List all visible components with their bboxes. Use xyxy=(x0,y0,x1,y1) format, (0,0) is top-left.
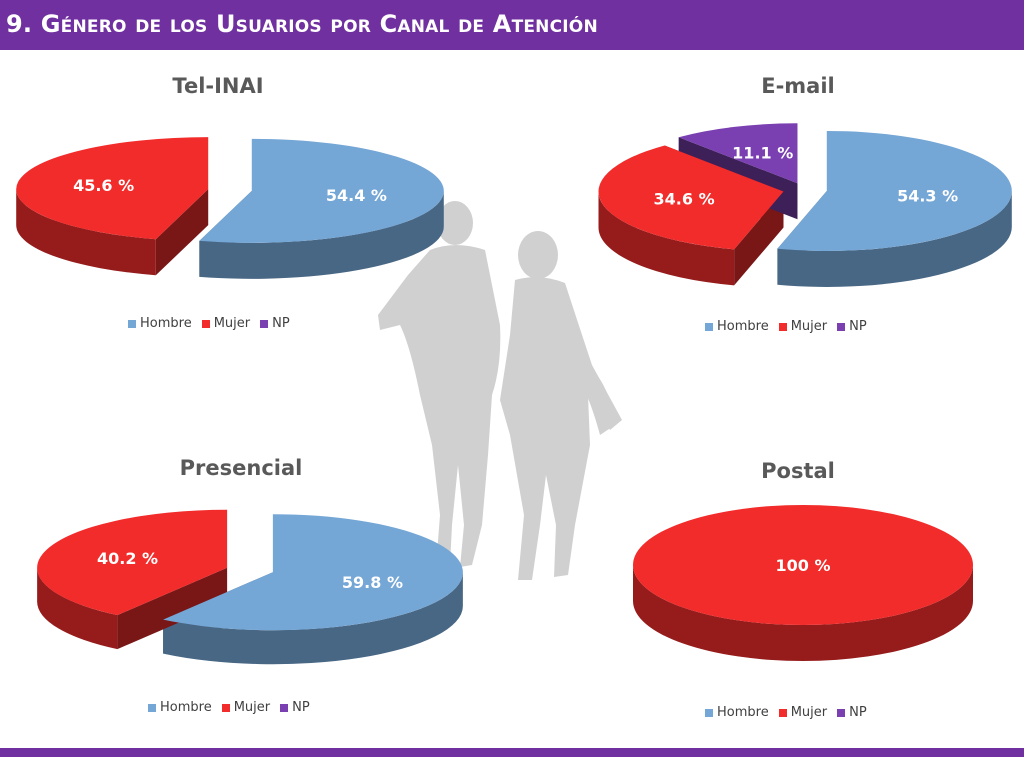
legend-label-mujer: Mujer xyxy=(790,319,828,334)
legend-item-hombre: Hombre xyxy=(148,700,212,715)
legend-label-mujer: Mujer xyxy=(233,700,271,715)
legend-item-np: NP xyxy=(280,700,310,715)
legend-label-mujer: Mujer xyxy=(790,705,828,720)
slice-wall xyxy=(163,572,463,665)
pie-chart-e-mail: 54.3 % 34.6 % 11.1 % xyxy=(598,123,1012,287)
legend-label-hombre: Hombre xyxy=(717,705,769,720)
footer-bar xyxy=(0,748,1024,757)
page-title: 9. Género de los Usuarios por Canal de A… xyxy=(6,10,598,38)
slice-hombre xyxy=(163,514,463,631)
slice-wall xyxy=(37,567,118,650)
data-label-np: 11.1 % xyxy=(732,143,793,162)
slice-mujer xyxy=(16,137,209,240)
pie-chart-presencial: 59.8 % 40.2 % xyxy=(37,509,463,665)
slice-side-mujer xyxy=(16,189,209,276)
pie-chart-postal: 100 % xyxy=(633,505,973,661)
legend-label-hombre: Hombre xyxy=(140,316,192,331)
legend-item-mujer: Mujer xyxy=(201,316,251,331)
legend-label-np: NP xyxy=(849,319,867,334)
slice-mujer xyxy=(633,505,973,625)
chart-title-tel-inai: Tel-INAI xyxy=(172,74,264,98)
legend-label-hombre: Hombre xyxy=(717,319,769,334)
legend-label-np: NP xyxy=(849,705,867,720)
slice-mujer xyxy=(598,145,784,250)
legend-label-hombre: Hombre xyxy=(160,700,212,715)
legend-item-np: NP xyxy=(260,316,290,331)
chart-title-presencial: Presencial xyxy=(179,456,303,480)
legend-item-hombre: Hombre xyxy=(705,705,769,720)
chart-title-postal: Postal xyxy=(761,459,835,483)
legend-postal: Hombre Mujer NP xyxy=(705,705,867,720)
legend-item-mujer: Mujer xyxy=(778,705,828,720)
slice-cut-face xyxy=(734,191,784,286)
slice-side-mujer xyxy=(37,567,228,650)
legend-tel-inai: Hombre Mujer NP xyxy=(128,316,290,331)
legend-item-np: NP xyxy=(837,705,867,720)
pie-chart-tel-inai: 54.4 % 45.6 % xyxy=(16,137,444,279)
legend-label-np: NP xyxy=(292,700,310,715)
slice-mujer xyxy=(37,509,228,616)
slice-wall xyxy=(199,190,444,279)
data-label-mujer: 40.2 % xyxy=(97,549,158,568)
slice-hombre xyxy=(199,138,444,243)
data-label-hombre: 54.3 % xyxy=(897,186,958,205)
slice-wall xyxy=(633,565,973,661)
slice-wall xyxy=(777,190,1012,287)
slice-wall xyxy=(16,189,156,276)
slice-hombre xyxy=(777,130,1012,251)
chart-title-e-mail: E-mail xyxy=(761,74,835,98)
couple-silhouette-icon xyxy=(378,201,622,580)
data-label-hombre: 54.4 % xyxy=(326,186,387,205)
header-bar: 9. Género de los Usuarios por Canal de A… xyxy=(0,0,1024,50)
data-label-mujer: 34.6 % xyxy=(654,190,715,209)
slice-side-mujer xyxy=(633,565,973,661)
legend-item-hombre: Hombre xyxy=(128,316,192,331)
legend-e-mail: Hombre Mujer NP xyxy=(705,319,867,334)
slice-cut-face xyxy=(117,567,228,650)
legend-label-np: NP xyxy=(272,316,290,331)
legend-item-mujer: Mujer xyxy=(221,700,271,715)
legend-item-hombre: Hombre xyxy=(705,319,769,334)
legend-item-np: NP xyxy=(837,319,867,334)
slice-wall xyxy=(598,191,735,286)
data-label-hombre: 59.8 % xyxy=(342,573,403,592)
data-label-mujer: 45.6 % xyxy=(73,176,134,195)
data-label-mujer: 100 % xyxy=(776,556,831,575)
slice-np xyxy=(678,123,798,184)
legend-item-mujer: Mujer xyxy=(778,319,828,334)
legend-label-mujer: Mujer xyxy=(213,316,251,331)
slice-cut-face xyxy=(155,189,209,276)
legend-presencial: Hombre Mujer NP xyxy=(148,700,310,715)
